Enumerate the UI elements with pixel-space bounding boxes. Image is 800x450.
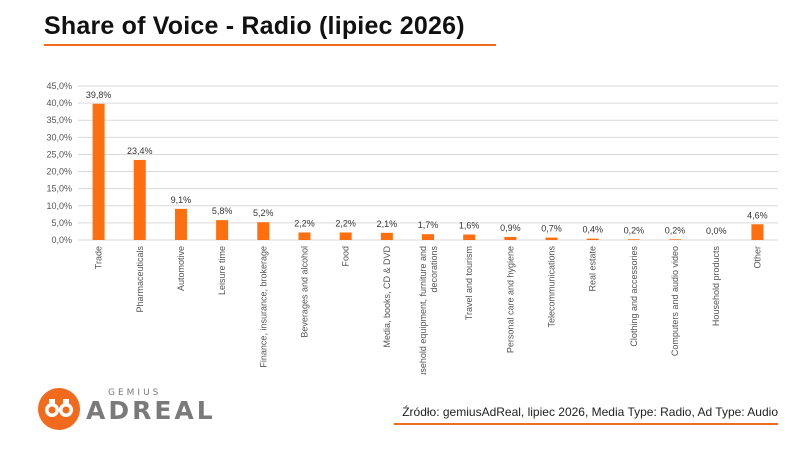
data-label: 0,0% (706, 226, 727, 236)
category-label: Household equipment, furniture anddecora… (418, 246, 439, 375)
data-label: 39,8% (86, 90, 112, 100)
bar (669, 239, 682, 240)
bar (216, 220, 229, 240)
data-label: 0,2% (665, 225, 686, 235)
y-tick-label: 20,0% (46, 167, 72, 177)
title-underline (44, 44, 496, 46)
bar (133, 159, 146, 240)
category-label: Trade (94, 246, 104, 269)
category-label: Clothing and accessories (629, 246, 639, 347)
y-tick-label: 30,0% (46, 132, 72, 142)
data-label: 5,8% (212, 206, 233, 216)
data-label: 1,7% (418, 220, 439, 230)
bar (751, 224, 764, 240)
data-label: 0,4% (582, 225, 603, 235)
data-label: 5,2% (253, 208, 274, 218)
y-tick-label: 25,0% (46, 149, 72, 159)
bar (174, 208, 187, 240)
source-note: Źródło: gemiusAdReal, lipiec 2026, Media… (402, 405, 778, 419)
data-label: 9,1% (171, 195, 192, 205)
bar (257, 222, 270, 240)
category-label: Food (341, 246, 351, 267)
bar (422, 234, 434, 240)
category-label: Finance, insurance, brokerage (258, 246, 268, 368)
y-tick-label: 10,0% (46, 201, 72, 211)
data-label: 0,2% (624, 225, 645, 235)
bar (545, 237, 558, 240)
category-label: Computers and audio video (670, 246, 680, 356)
data-label: 23,4% (127, 146, 153, 156)
data-label: 4,6% (747, 210, 768, 220)
category-label: Automotive (176, 246, 186, 291)
category-label: Travel and tourism (464, 246, 474, 320)
data-label: 0,7% (541, 224, 562, 234)
bar (380, 232, 393, 240)
bar (504, 236, 517, 240)
bar (298, 232, 311, 240)
category-label: Household products (711, 246, 721, 327)
category-label: Leisure time (217, 246, 227, 295)
bar (586, 238, 599, 240)
category-label: Pharmaceuticals (135, 246, 145, 313)
data-label: 2,2% (294, 218, 315, 228)
y-tick-label: 15,0% (46, 184, 72, 194)
logo-brand-main: ADREAL (86, 396, 216, 425)
bar (463, 234, 476, 240)
y-tick-label: 45,0% (46, 81, 72, 91)
category-label: Other (752, 246, 762, 269)
bar-chart: 0,0% 5,0% 10,0% 15,0% 20,0% 25,0% 30,0% 35,0% 40… (46, 81, 778, 375)
category-label: Real estate (588, 246, 598, 292)
gemius-adreal-logo: GEMIUS ADREAL (38, 386, 213, 434)
data-label: 0,9% (500, 223, 521, 233)
logo-brand-top: GEMIUS (108, 388, 162, 398)
y-tick-label: 5,0% (51, 218, 72, 228)
logo-icon (38, 388, 80, 430)
category-label: Telecommunications (547, 246, 557, 328)
category-label: Media, books, CD & DVD (382, 246, 392, 348)
data-label: 2,1% (377, 219, 398, 229)
category-label: Beverages and alcohol (299, 246, 309, 338)
data-label: 1,6% (459, 221, 480, 231)
data-label: 2,2% (335, 218, 356, 228)
bar (627, 239, 640, 240)
y-tick-label: 35,0% (46, 115, 72, 125)
bar (339, 232, 352, 240)
category-label: Personal care and hygiene (505, 246, 515, 353)
chart-title: Share of Voice - Radio (lipiec 2026) (44, 12, 465, 40)
source-underline (394, 423, 778, 425)
y-tick-label: 0,0% (51, 235, 72, 245)
y-tick-label: 40,0% (46, 98, 72, 108)
bar (92, 103, 105, 240)
